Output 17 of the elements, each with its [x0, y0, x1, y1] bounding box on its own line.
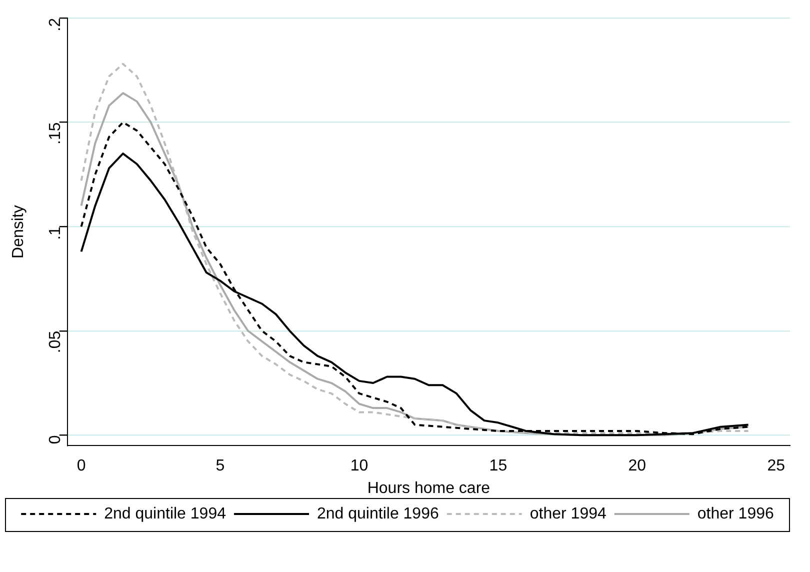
y-tick-label: 0 — [46, 435, 64, 444]
y-tick-label: .1 — [46, 226, 64, 240]
y-tick-label: .15 — [46, 122, 64, 145]
legend-label: other 1994 — [530, 505, 606, 522]
y-axis-title: Density — [10, 205, 28, 258]
y-tick-label: .2 — [46, 18, 64, 32]
legend-label: 2nd quintile 1996 — [316, 505, 439, 522]
y-tick-label: .05 — [46, 330, 64, 354]
x-tick-label: 15 — [489, 458, 508, 475]
legend-label: other 1996 — [697, 505, 774, 522]
legend-label: 2nd quintile 1994 — [104, 505, 226, 522]
x-tick-label: 10 — [350, 458, 368, 475]
x-axis-title: Hours home care — [367, 480, 490, 497]
x-tick-label: 25 — [767, 458, 786, 475]
x-tick-label: 20 — [628, 458, 646, 475]
x-tick-label: 5 — [216, 458, 225, 475]
x-tick-label: 0 — [76, 458, 86, 475]
